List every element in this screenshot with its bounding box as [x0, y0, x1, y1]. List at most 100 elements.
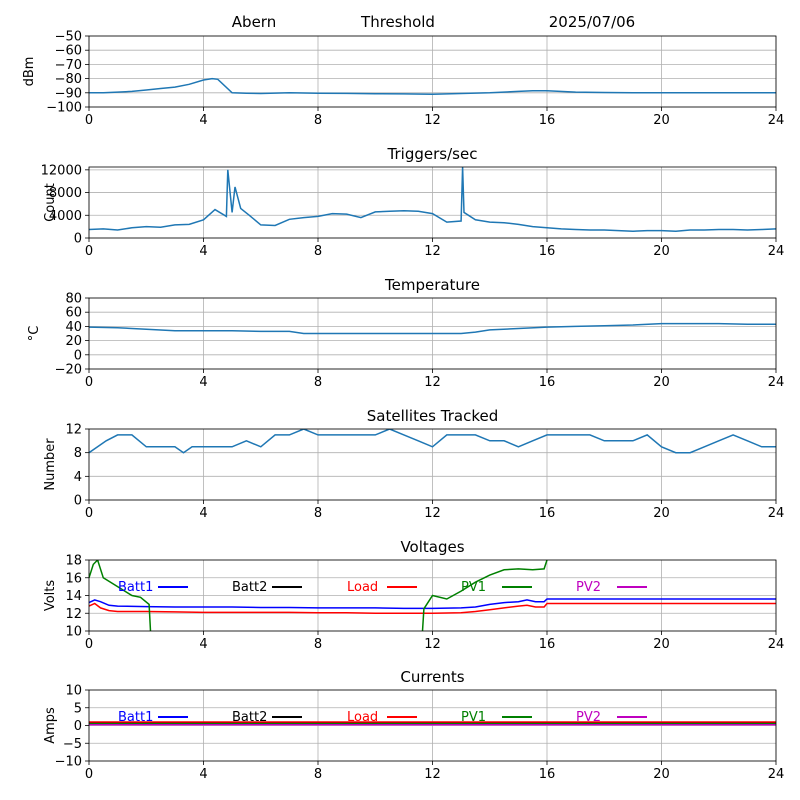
- x-tick-label: 24: [768, 506, 785, 521]
- y-tick-label: 12: [65, 423, 82, 438]
- panel-title: Voltages: [400, 538, 464, 556]
- y-tick-label: 8: [74, 446, 82, 461]
- y-tick-label: 8000: [49, 186, 82, 201]
- x-tick-label: 24: [768, 113, 785, 128]
- panel-triggers: 0 4 8 12 16 20 24 0 4000 8000 12000 Triggers/sec Cou…: [41, 145, 785, 259]
- y-tick-label: −100: [46, 101, 82, 116]
- series-line: [89, 167, 776, 232]
- y-tick-label: −20: [55, 363, 82, 378]
- x-tick-label: 0: [85, 375, 93, 390]
- y-axis-label: Number: [43, 438, 58, 491]
- panel-title: Triggers/sec: [387, 145, 478, 163]
- y-tick-label: 4: [74, 470, 82, 485]
- legend-label-batt2: Batt2: [232, 580, 267, 595]
- y-tick-label: 4000: [49, 209, 82, 224]
- x-tick-label: 4: [199, 637, 207, 652]
- x-tick-label: 24: [768, 375, 785, 390]
- x-tick-label: 8: [314, 637, 322, 652]
- y-axis-label: dBm: [22, 57, 37, 87]
- x-tick-label: 12: [424, 244, 441, 259]
- x-tick-label: 12: [424, 506, 441, 521]
- x-tick-label: 0: [85, 113, 93, 128]
- x-tick-label: 8: [314, 767, 322, 782]
- y-tick-label: 18: [65, 554, 82, 569]
- series-line-load: [89, 602, 776, 615]
- x-tick-label: 4: [199, 375, 207, 390]
- legend-label-load: Load: [347, 580, 378, 595]
- header-title: Threshold: [360, 13, 435, 31]
- panel-satellites: 0 4 8 12 16 20 24 0 4 8 12 Satellites Tracked Number: [43, 407, 784, 521]
- legend-label-batt1: Batt1: [118, 710, 153, 725]
- x-tick-label: 12: [424, 375, 441, 390]
- x-tick-label: 16: [539, 506, 556, 521]
- y-tick-label: 20: [65, 334, 82, 349]
- x-tick-label: 20: [653, 506, 670, 521]
- y-tick-label: 5: [74, 701, 82, 716]
- x-tick-label: 0: [85, 244, 93, 259]
- x-tick-label: 24: [768, 637, 785, 652]
- x-tick-label: 20: [653, 637, 670, 652]
- x-tick-label: 0: [85, 767, 93, 782]
- x-tick-label: 8: [314, 113, 322, 128]
- y-tick-label: 0: [74, 232, 82, 247]
- y-tick-label: 0: [74, 348, 82, 363]
- series-line-pv1: [89, 560, 548, 631]
- series-line-batt1: [89, 598, 776, 610]
- y-tick-label: −10: [55, 755, 82, 770]
- series-line: [89, 429, 776, 454]
- x-tick-label: 20: [653, 244, 670, 259]
- y-tick-label: 12: [65, 607, 82, 622]
- y-tick-label: −5: [63, 737, 82, 752]
- x-tick-label: 24: [768, 767, 785, 782]
- x-tick-label: 8: [314, 506, 322, 521]
- x-tick-label: 20: [653, 767, 670, 782]
- panel-title: Satellites Tracked: [367, 407, 498, 425]
- y-tick-label: 0: [74, 719, 82, 734]
- y-tick-label: 60: [65, 306, 82, 321]
- y-tick-label: −90: [55, 86, 82, 101]
- legend-label-pv1: PV1: [461, 710, 486, 725]
- station-name: Abern: [232, 13, 276, 31]
- panel-voltages: 0 4 8 12 16 20 24 10 12 14 16 18 Voltages Volts Batt1 B…: [43, 538, 784, 652]
- x-tick-label: 16: [539, 375, 556, 390]
- x-tick-label: 20: [653, 375, 670, 390]
- y-axis-label: Amps: [43, 707, 58, 744]
- legend-label-pv2: PV2: [576, 580, 601, 595]
- x-tick-label: 8: [314, 244, 322, 259]
- x-tick-label: 16: [539, 244, 556, 259]
- header-date: 2025/07/06: [549, 13, 635, 31]
- x-tick-label: 4: [199, 244, 207, 259]
- legend-label-load: Load: [347, 710, 378, 725]
- y-tick-label: 14: [65, 589, 82, 604]
- series-line: [89, 322, 776, 335]
- x-tick-label: 0: [85, 506, 93, 521]
- y-tick-label: 16: [65, 571, 82, 586]
- y-tick-label: 80: [65, 292, 82, 307]
- y-axis-label: Count: [43, 183, 58, 222]
- x-tick-label: 8: [314, 375, 322, 390]
- x-tick-label: 4: [199, 767, 207, 782]
- y-tick-label: 0: [74, 494, 82, 509]
- y-tick-label: 12000: [41, 163, 82, 178]
- panel-title: Temperature: [384, 276, 480, 294]
- y-axis-label: °C: [27, 326, 42, 342]
- x-tick-label: 4: [199, 113, 207, 128]
- x-tick-label: 16: [539, 113, 556, 128]
- panel-title: Currents: [400, 668, 464, 686]
- x-tick-label: 12: [424, 113, 441, 128]
- legend-label-batt2: Batt2: [232, 710, 267, 725]
- y-tick-label: −80: [55, 72, 82, 87]
- series-line: [89, 77, 776, 95]
- x-tick-label: 16: [539, 637, 556, 652]
- y-tick-label: −70: [55, 58, 82, 73]
- x-tick-label: 0: [85, 637, 93, 652]
- x-tick-label: 4: [199, 506, 207, 521]
- legend-label-pv2: PV2: [576, 710, 601, 725]
- x-tick-label: 20: [653, 113, 670, 128]
- y-tick-label: 40: [65, 320, 82, 335]
- panel-threshold: 0 4 8 12 16 20 24 −100−90−80−70−60−50 dBm: [22, 30, 784, 129]
